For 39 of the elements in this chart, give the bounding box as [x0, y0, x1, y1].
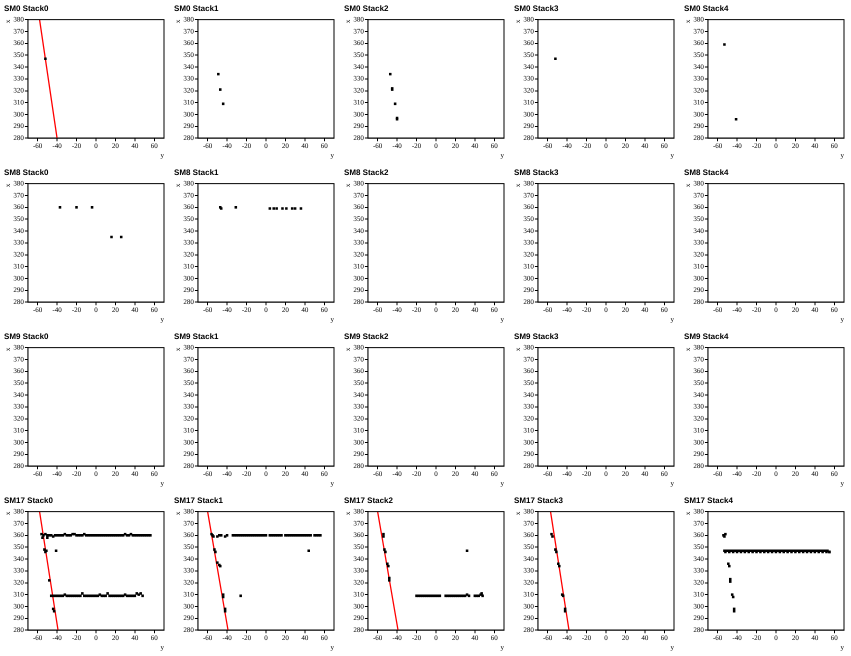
point — [388, 72, 392, 76]
point — [564, 608, 566, 610]
chart-title: SM17 Stack1 — [174, 496, 224, 506]
point — [550, 532, 553, 536]
point — [394, 102, 396, 106]
point — [388, 579, 391, 582]
point — [386, 562, 389, 566]
chart-title: SM17 Stack3 — [514, 496, 564, 506]
chart-title: SM0 Stack4 — [684, 4, 730, 14]
chart-title: SM17 Stack0 — [4, 496, 54, 506]
chart-title: SM8 Stack0 — [4, 168, 50, 178]
chart-title: SM8 Stack4 — [684, 168, 730, 178]
point — [466, 549, 468, 552]
chart-title: SM17 Stack4 — [684, 496, 734, 506]
chart-title: SM9 Stack3 — [514, 332, 560, 342]
point — [388, 576, 391, 580]
point — [564, 610, 566, 612]
chart-title: SM0 Stack2 — [344, 4, 390, 14]
point — [551, 535, 554, 538]
point — [555, 550, 558, 554]
chart-title: SM9 Stack0 — [4, 332, 50, 342]
chart-title: SM9 Stack1 — [174, 332, 220, 342]
chart-title: SM8 Stack2 — [344, 168, 390, 178]
point — [557, 562, 560, 566]
chart-title: SM9 Stack2 — [344, 332, 390, 342]
point — [384, 550, 387, 554]
chart-title: SM8 Stack3 — [514, 168, 560, 178]
point — [382, 535, 385, 538]
point — [558, 564, 561, 568]
point — [217, 72, 220, 76]
chart-title: SM17 Stack2 — [344, 496, 394, 506]
chart-title: SM8 Stack1 — [174, 168, 220, 178]
point — [387, 564, 390, 568]
chart-title: SM0 Stack0 — [4, 4, 50, 14]
chart-title: SM9 Stack4 — [684, 332, 730, 342]
point — [222, 102, 224, 106]
point — [218, 88, 222, 91]
chart-title: SM0 Stack1 — [174, 4, 220, 14]
chart-title: SM0 Stack3 — [514, 4, 560, 14]
